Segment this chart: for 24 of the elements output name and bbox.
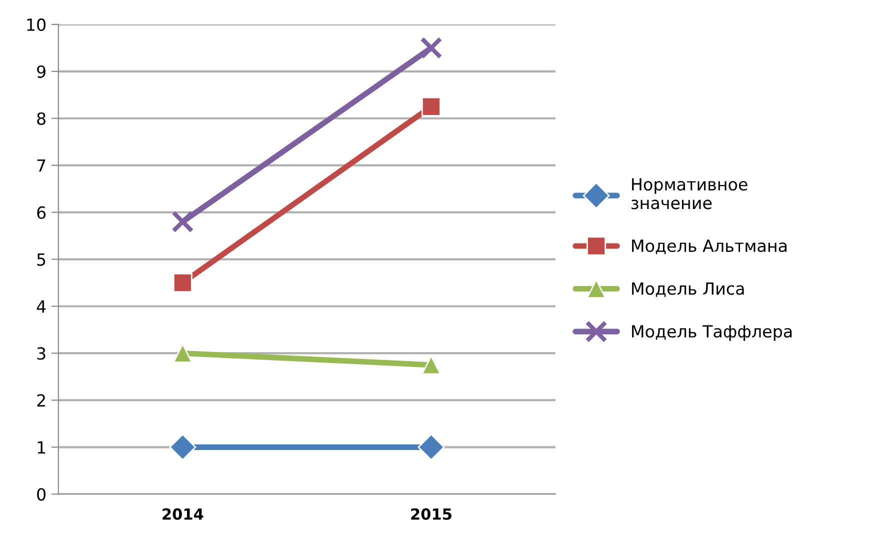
y-tick-label: 5 [37, 253, 46, 266]
y-tick-label: 4 [36, 300, 46, 313]
legend-label: Модель Таффлера [632, 325, 792, 341]
y-tick-label: 7 [37, 160, 46, 172]
y-tick-label: 10 [27, 18, 46, 32]
point [421, 96, 441, 116]
y-tick-label: 3 [37, 347, 46, 360]
y-tick-label: 2 [37, 394, 45, 407]
point [172, 273, 192, 292]
point [172, 344, 192, 363]
point [418, 434, 445, 461]
point [169, 434, 196, 461]
y-tick-label: 8 [37, 112, 46, 125]
x-tick-label: 2014 [162, 508, 204, 520]
legend-label: Модель Альтмана [632, 240, 787, 254]
point [420, 36, 442, 60]
legend-label: Модель Лиса [632, 282, 744, 297]
point [172, 210, 194, 233]
y-tick-label: 6 [37, 206, 46, 219]
y-tick-label: 0 [37, 488, 46, 501]
x-tick-label: 2015 [411, 508, 452, 520]
legend-label: Нормативное значение [632, 178, 748, 210]
y-tick-label: 1 [38, 441, 46, 454]
y-tick-label: 9 [37, 65, 46, 78]
